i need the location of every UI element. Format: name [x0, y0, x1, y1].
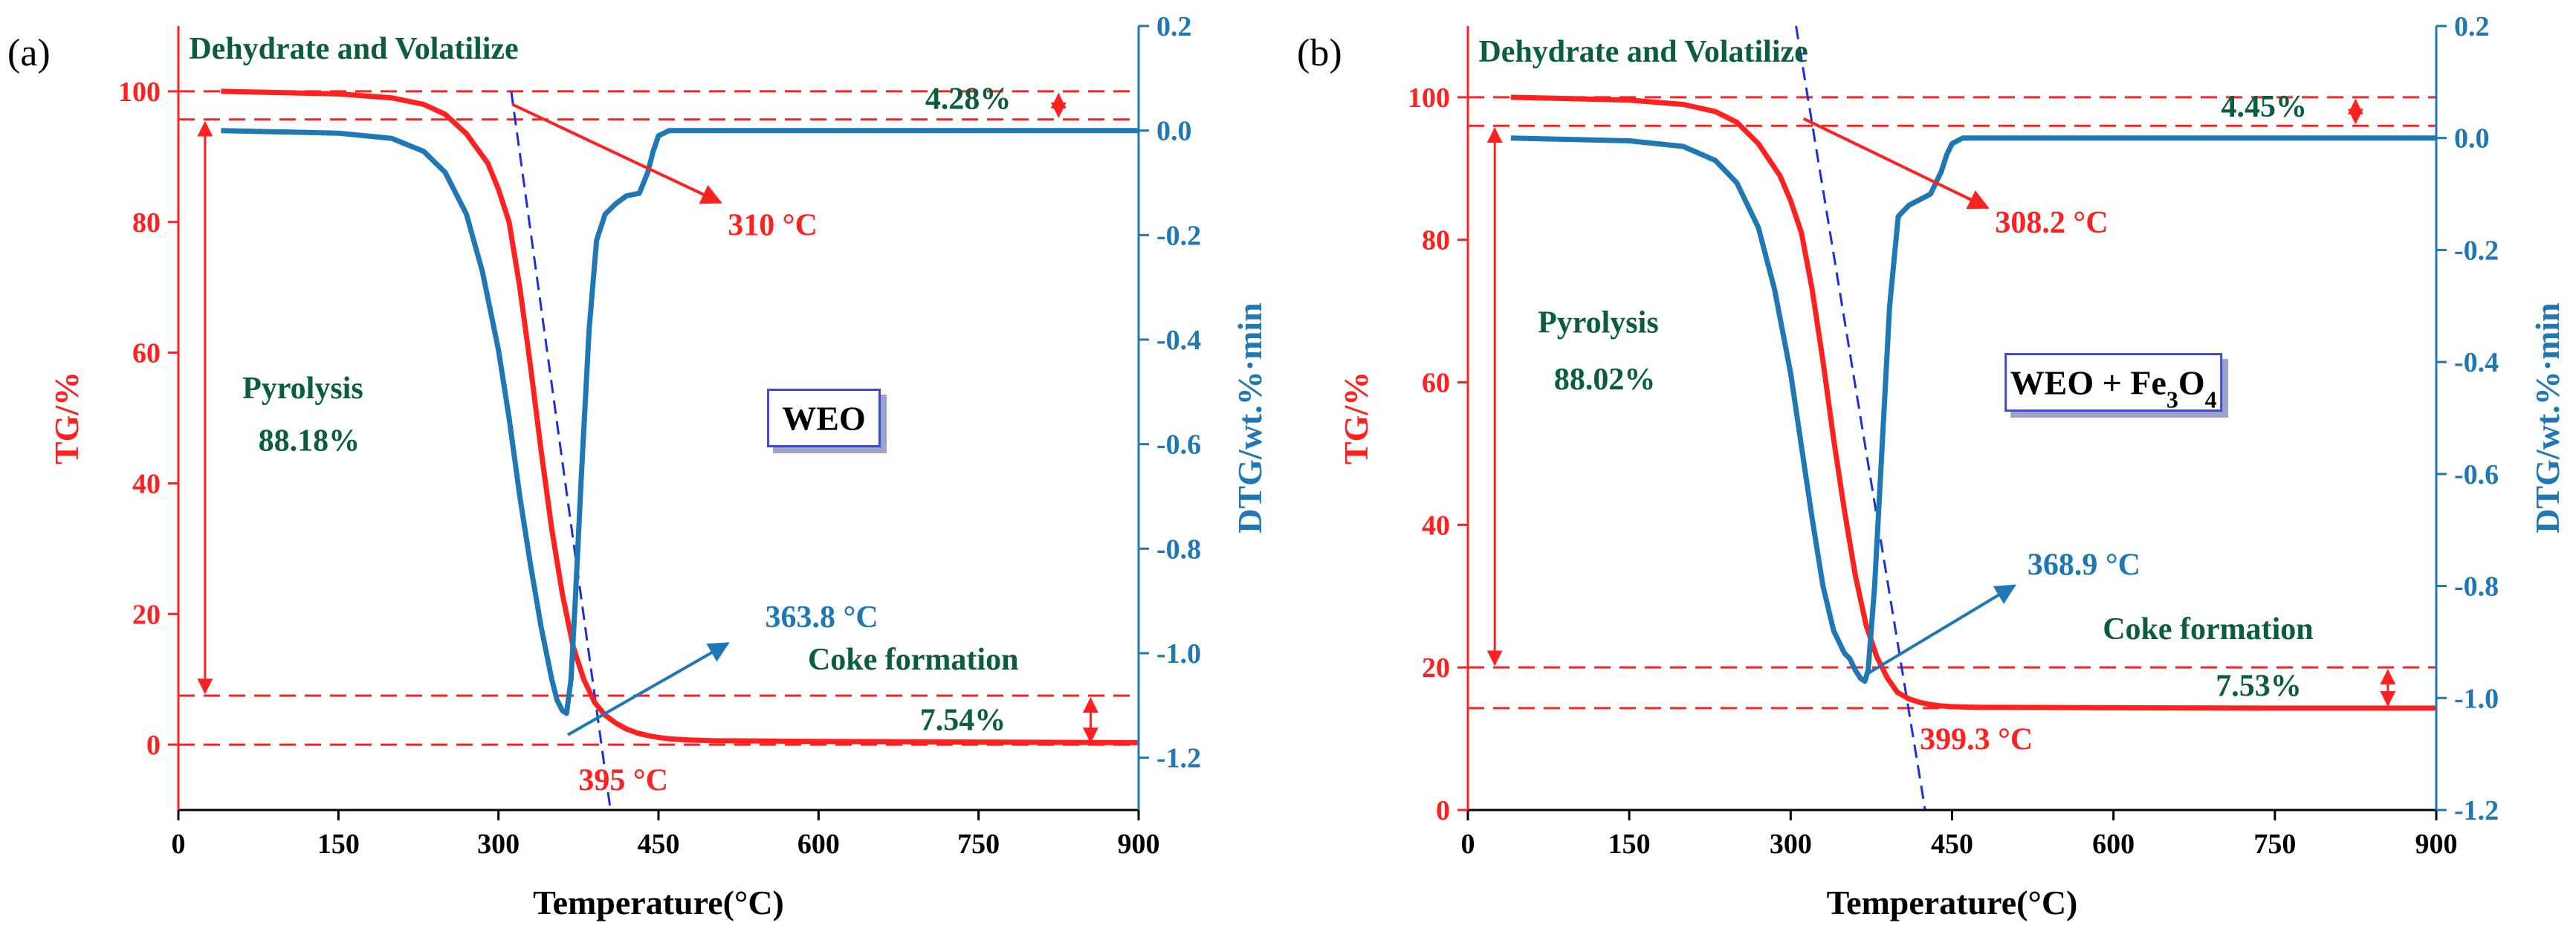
sample-label: WEO + Fe3O4: [2010, 364, 2217, 413]
right-y-tick-label: -0.8: [2454, 571, 2499, 603]
left-y-tick-label: 80: [132, 207, 161, 239]
right-y-tick-label: 0.2: [1156, 11, 1192, 42]
right-y-tick-label: -0.4: [2454, 347, 2499, 378]
left-y-tick-label: 40: [1422, 510, 1450, 541]
sample-label-tail: O: [2178, 364, 2205, 402]
left-y-tick-label: 60: [132, 338, 161, 369]
x-tick-label: 450: [638, 829, 680, 860]
panel-label: (a): [7, 32, 51, 74]
annotation-label: 7.53%: [2216, 670, 2302, 704]
x-tick-label: 300: [1770, 829, 1812, 860]
x-tick-label: 750: [957, 829, 1000, 860]
annotation-label: 399.3 °C: [1920, 722, 2033, 757]
left-y-axis-label: TG/%: [1337, 372, 1375, 464]
right-y-axis-label: DTG/wt.%·min: [1231, 302, 1269, 534]
right-y-tick-label: -0.6: [1156, 430, 1201, 461]
x-tick-label: 150: [317, 829, 360, 860]
right-y-tick-label: -1.2: [2454, 795, 2499, 826]
pointer-arrow-1: [566, 642, 730, 736]
dtg-curve: [221, 128, 1139, 716]
x-tick-label: 150: [1608, 829, 1651, 860]
x-tick-label: 600: [2092, 829, 2135, 860]
left-y-tick-label: 100: [118, 77, 161, 108]
left-y-tick-label: 100: [1408, 82, 1450, 114]
annotation-label: 88.18%: [259, 424, 360, 458]
left-y-tick-label: 40: [132, 468, 161, 499]
right-y-tick-label: -1.2: [1156, 743, 1201, 774]
left-y-tick-label: 0: [146, 730, 161, 761]
x-tick-label: 0: [172, 829, 186, 860]
annotation-label: 363.8 °C: [766, 600, 878, 635]
sample-label: WEO: [782, 400, 865, 438]
annotation-label: 88.02%: [1554, 363, 1656, 397]
left-y-tick-label: 60: [1422, 368, 1450, 399]
tangent-fit-line: [510, 91, 612, 811]
x-axis-label: Temperature(°C): [533, 884, 784, 921]
annotation-label: 308.2 °C: [1995, 206, 2108, 240]
annotation-label: Dehydrate and Volatilize: [1478, 35, 1808, 69]
x-tick-label: 900: [2415, 829, 2458, 860]
right-y-tick-label: -1.0: [1156, 638, 1201, 670]
x-tick-label: 750: [2253, 829, 2296, 860]
right-y-tick-label: -1.0: [2454, 683, 2499, 714]
annotation-label: 4.28%: [925, 82, 1012, 117]
sample-label-sub: 3: [2166, 386, 2178, 413]
pointer-arrow-0: [1802, 117, 1990, 210]
sample-label-main: WEO: [782, 400, 865, 438]
x-tick-label: 450: [1931, 829, 1973, 860]
right-y-tick-label: -0.4: [1156, 325, 1201, 356]
tangent-fit-line: [1795, 25, 1926, 811]
annotation-label: 310 °C: [728, 208, 818, 242]
sample-label-main: WEO + Fe: [2010, 364, 2166, 402]
annotation-label: Pyrolysis: [1538, 305, 1659, 340]
x-axis-label: Temperature(°C): [1827, 884, 2078, 921]
annotation-label: 395 °C: [578, 764, 668, 798]
left-y-tick-label: 20: [132, 599, 161, 630]
annotation-label: 368.9 °C: [2028, 548, 2140, 583]
x-tick-label: 900: [1118, 829, 1160, 860]
sample-label-sub2: 4: [2205, 386, 2217, 413]
panel-a-chart: (a) 0 150 300 450 600 750 900 0 20 40 60 80 100 0.2 0.0…: [7, 11, 1269, 921]
annotation-label: 7.54%: [920, 704, 1006, 738]
annotation-label: Dehydrate and Volatilize: [189, 32, 518, 66]
annotation-label: 4.45%: [2221, 90, 2307, 124]
right-y-tick-label: -0.6: [2454, 459, 2499, 490]
left-y-axis-label: TG/%: [48, 372, 85, 464]
tg-curve: [1510, 94, 2436, 711]
left-y-tick-label: 20: [1422, 652, 1450, 684]
right-y-tick-label: 0.0: [2454, 123, 2490, 155]
x-tick-label: 300: [477, 829, 520, 860]
right-y-axis-label: DTG/wt.%·min: [2528, 302, 2566, 534]
right-y-tick-label: -0.2: [1156, 220, 1201, 251]
pointer-arrow-1: [1865, 584, 2016, 676]
left-y-tick-label: 80: [1422, 225, 1450, 256]
right-y-tick-label: -0.2: [2454, 235, 2499, 266]
panel-label: (b): [1297, 32, 1342, 74]
right-y-tick-label: 0.0: [1156, 116, 1192, 147]
dtg-curve: [1510, 135, 2436, 684]
annotation-label: Pyrolysis: [242, 372, 363, 406]
annotation-label: Coke formation: [2103, 612, 2313, 647]
right-y-tick-label: -0.8: [1156, 534, 1201, 565]
x-tick-label: 600: [797, 829, 840, 860]
sample-label-box: [767, 389, 881, 447]
panel-b-chart: (b) 0 150 300 450 600 750 900 0 20 40 60 80 100 0.2 0.0…: [1297, 11, 2566, 921]
sample-label-box: [2004, 353, 2223, 412]
x-tick-label: 0: [1461, 829, 1475, 860]
left-y-tick-label: 0: [1436, 795, 1450, 826]
pointer-arrow-0: [511, 103, 722, 204]
annotation-label: Coke formation: [808, 643, 1018, 677]
right-y-tick-label: 0.2: [2454, 11, 2490, 42]
